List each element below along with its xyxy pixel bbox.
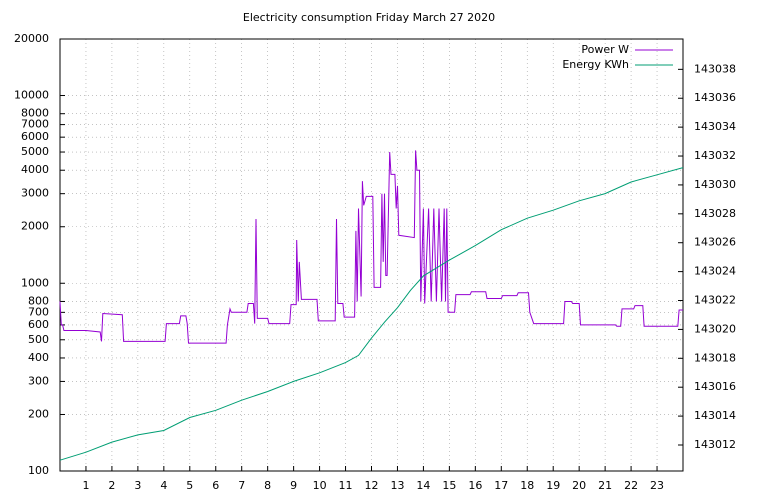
x-tick-label: 13 [390,479,404,492]
y-tick-label: 20000 [14,32,49,45]
x-tick-label: 20 [572,479,586,492]
x-tick-label: 4 [160,479,167,492]
x-tick-label: 9 [290,479,297,492]
y-tick-label: 600 [28,318,49,331]
y-tick-label: 700 [28,305,49,318]
y-tick-label: 6000 [21,130,49,143]
y2-tick-label: 143034 [694,120,736,133]
y2-tick-label: 143030 [694,178,736,191]
y-tick-label: 3000 [21,187,49,200]
y-tick-label: 8000 [21,107,49,120]
y-tick-label: 400 [28,351,49,364]
y-tick-label: 100 [28,464,49,477]
x-tick-label: 22 [624,479,638,492]
x-tick-label: 6 [212,479,219,492]
x-tick-label: 3 [134,479,141,492]
y2-tick-label: 143018 [694,351,736,364]
x-tick-label: 5 [186,479,193,492]
x-tick-label: 19 [546,479,560,492]
x-tick-label: 1 [82,479,89,492]
legend-label: Energy KWh [562,58,629,71]
x-tick-label: 23 [650,479,664,492]
x-tick-label: 11 [339,479,353,492]
series-line [59,167,684,461]
y2-tick-label: 143022 [694,294,736,307]
x-tick-label: 8 [264,479,271,492]
y2-tick-label: 143032 [694,149,736,162]
x-tick-label: 10 [313,479,327,492]
series-line [59,150,683,344]
y-tick-label: 1000 [21,276,49,289]
legend-label: Power W [581,43,629,56]
y2-tick-label: 143012 [694,438,736,451]
y2-tick-label: 143036 [694,91,736,104]
y2-tick-label: 143024 [694,265,736,278]
y-tick-label: 2000 [21,220,49,233]
x-tick-label: 16 [468,479,482,492]
plot-frame [59,38,684,472]
y2-tick-label: 143020 [694,322,736,335]
y-tick-label: 200 [28,407,49,420]
x-tick-label: 2 [108,479,115,492]
y2-tick-label: 143014 [694,409,736,422]
y-tick-label: 7000 [21,118,49,131]
y2-tick-label: 143038 [694,62,736,75]
x-tick-label: 12 [365,479,379,492]
x-tick-label: 7 [238,479,245,492]
x-tick-label: 21 [598,479,612,492]
y-tick-label: 4000 [21,163,49,176]
x-tick-label: 14 [416,479,430,492]
y-tick-label: 500 [28,333,49,346]
x-tick-label: 17 [494,479,508,492]
y-tick-label: 10000 [14,89,49,102]
x-tick-label: 15 [442,479,456,492]
y-tick-label: 5000 [21,145,49,158]
y-tick-label: 300 [28,374,49,387]
x-tick-label: 18 [520,479,534,492]
y2-tick-label: 143028 [694,207,736,220]
y2-tick-label: 143016 [694,380,736,393]
chart-title: Electricity consumption Friday March 27 … [243,11,495,24]
y2-tick-label: 143026 [694,236,736,249]
y-tick-label: 800 [28,294,49,307]
